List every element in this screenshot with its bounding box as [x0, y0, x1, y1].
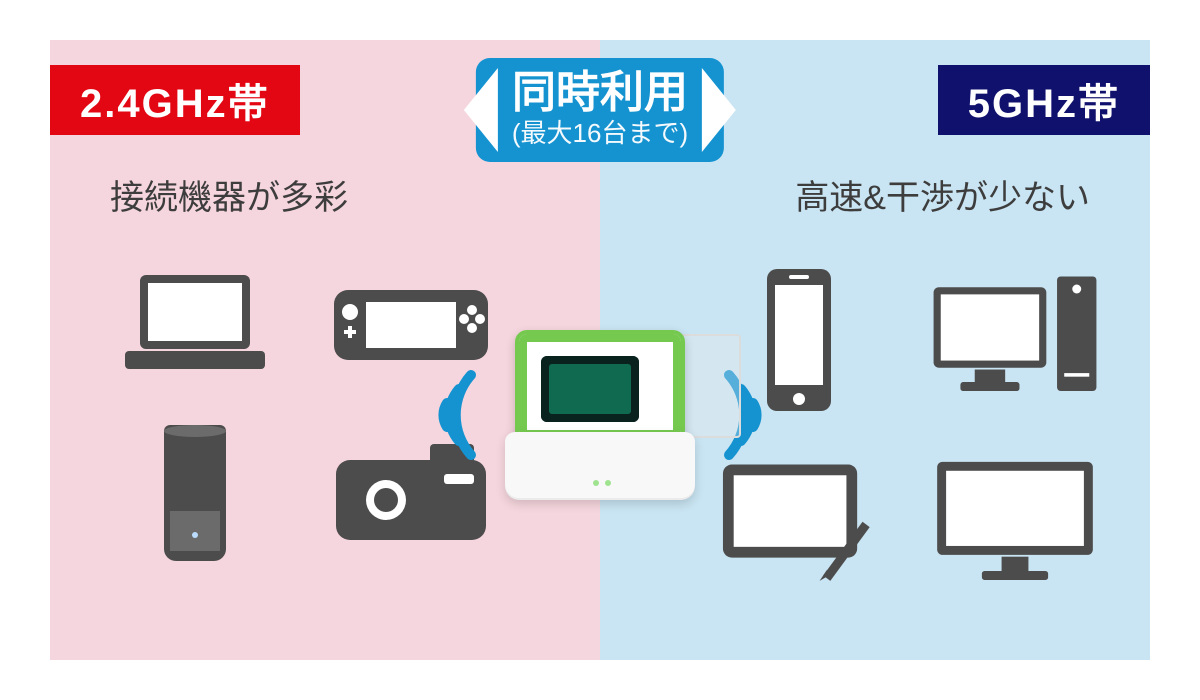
badge-5ghz: 5GHz帯 [938, 65, 1150, 135]
subtitle-right: 高速&干渉が少ない [795, 170, 1090, 219]
smart-speaker-icon [110, 415, 280, 565]
subtitle-left: 接続機器が多彩 [110, 170, 348, 219]
center-pill: 同時利用 (最大16台まで) [464, 58, 736, 162]
center-line2: (最大16台まで) [512, 119, 688, 149]
router-block [415, 330, 785, 500]
center-pill-body: 同時利用 (最大16台まで) [476, 58, 724, 162]
badge-2-4ghz: 2.4GHz帯 [50, 65, 300, 135]
infographic-root: 2.4GHz帯 5GHz帯 接続機器が多彩 高速&干渉が少ない 同時利用 (最大… [0, 0, 1200, 700]
center-line1: 同時利用 [512, 68, 688, 119]
monitor-icon [930, 445, 1100, 595]
laptop-icon [110, 265, 280, 385]
badge-2-4ghz-label: 2.4GHz帯 [80, 71, 270, 129]
wifi-left-icon [415, 355, 485, 475]
arrow-left-icon [464, 68, 498, 152]
router-device-icon [495, 330, 705, 500]
arrow-right-icon [702, 68, 736, 152]
badge-5ghz-label: 5GHz帯 [968, 71, 1120, 129]
desktop-pc-icon [930, 265, 1100, 415]
